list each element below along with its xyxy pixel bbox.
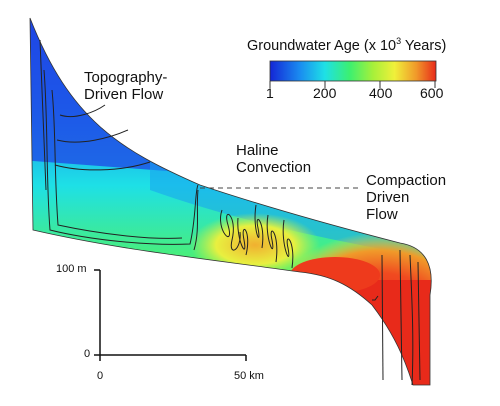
scale-horizontal-left-label: 0 — [97, 370, 104, 382]
haline-label-line2: Convection — [236, 159, 312, 176]
colorbar-gradient — [269, 60, 437, 82]
topography-label-line1: Topography- — [84, 69, 168, 86]
colorbar-tick-label: 1 — [266, 85, 274, 101]
compaction-label-line3: Flow — [366, 206, 398, 223]
colorbar-title-exponent: 3 — [396, 36, 402, 46]
scale-vertical-bottom-label: 0 — [84, 348, 91, 360]
scale-horizontal-right-label: 50 km — [234, 370, 264, 382]
compaction-label-line1: Compaction — [366, 172, 447, 189]
colorbar — [269, 60, 437, 88]
colorbar-title-prefix: Groundwater Age (x 10 — [247, 37, 397, 54]
flow-streamlines — [39, 39, 421, 386]
compaction-label-line2: Driven — [366, 189, 410, 206]
colorbar-title: Groundwater Age (x 103 Years) — [247, 36, 447, 55]
scale-vertical-top-label: 100 m — [56, 263, 87, 275]
colorbar-title-suffix: Years) — [401, 37, 447, 54]
colorbar-tick-label: 600 — [420, 85, 444, 101]
topography-label-line2: Driven Flow — [84, 86, 164, 103]
scale-bar — [94, 269, 247, 361]
haline-label-line1: Haline — [236, 142, 279, 159]
colorbar-tick-label: 400 — [369, 85, 393, 101]
section-outline — [29, 17, 432, 386]
colorbar-tick-label: 200 — [313, 85, 337, 101]
